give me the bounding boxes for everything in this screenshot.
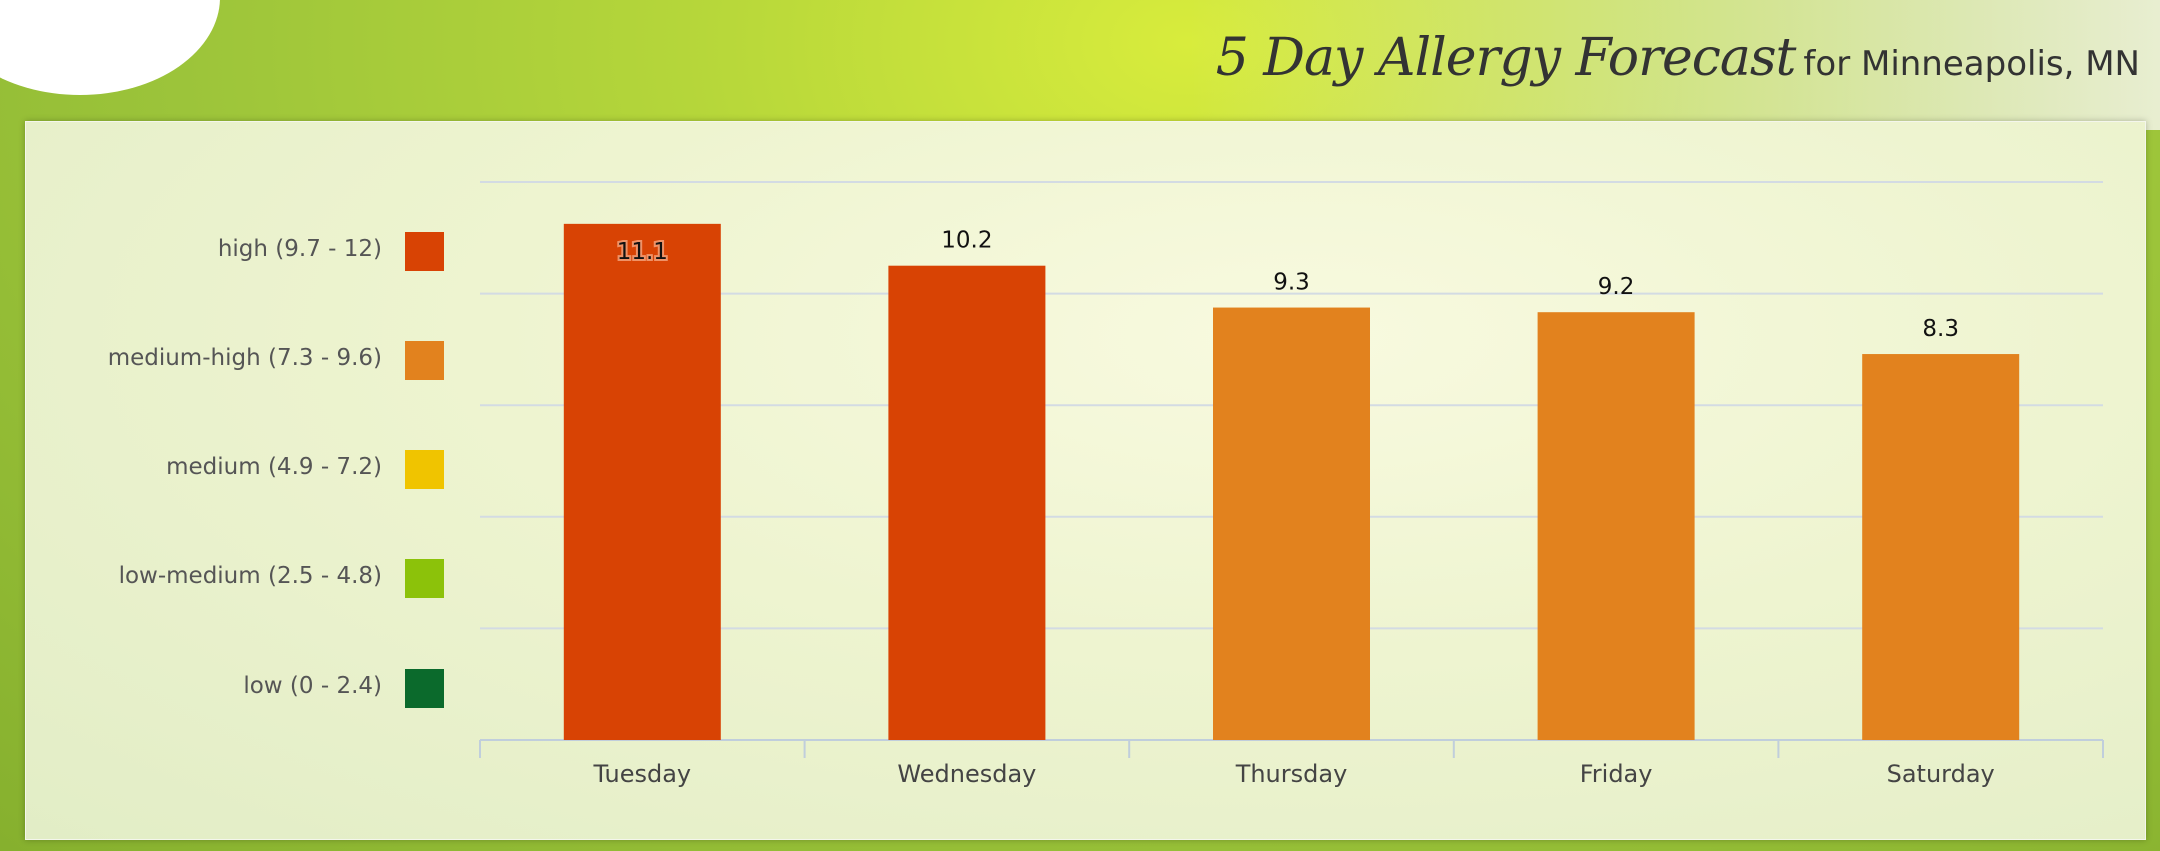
chart-panel [25,121,2146,840]
legend-label: low-medium (2.5 - 4.8) [118,563,382,589]
data-label: 10.2 [941,228,992,254]
legend-swatch [405,450,444,489]
title-main: 5 Day Allergy Forecast [1215,28,1797,88]
legend-label: medium (4.9 - 7.2) [166,454,382,480]
x-tick-label: Thursday [1235,760,1348,788]
bar [1862,354,2020,740]
header-background [0,0,2160,130]
x-tick-label: Wednesday [897,760,1036,788]
legend-item: low-medium (2.5 - 4.8) [25,559,444,599]
legend-label: medium-high (7.3 - 9.6) [107,345,382,371]
bar [888,265,1046,740]
legend-swatch [405,232,444,271]
data-label: 9.3 [1273,270,1310,296]
legend-item: low (0 - 2.4) [25,669,444,709]
data-label: 8.3 [1922,316,1959,342]
data-label: 9.2 [1598,274,1635,300]
data-label: 11.1 [617,239,668,265]
title-location: for Minneapolis, MN [1803,44,2140,84]
legend-swatch [405,669,444,708]
page-title: 5 Day Allergy Forecast for Minneapolis, M… [1216,28,2140,88]
legend-item: medium (4.9 - 7.2) [25,450,444,490]
legend-label: high (9.7 - 12) [217,236,382,262]
legend-swatch [405,341,444,380]
bar [1213,307,1370,740]
x-tick-label: Friday [1580,760,1653,788]
x-tick-label: Saturday [1887,760,1995,788]
legend-item: high (9.7 - 12) [25,232,444,272]
bar [563,223,721,741]
legend-swatch [405,559,444,598]
legend-label: low (0 - 2.4) [243,673,382,699]
legend-item: medium-high (7.3 - 9.6) [25,341,444,381]
bar [1537,312,1695,740]
x-tick-label: Tuesday [592,760,691,788]
